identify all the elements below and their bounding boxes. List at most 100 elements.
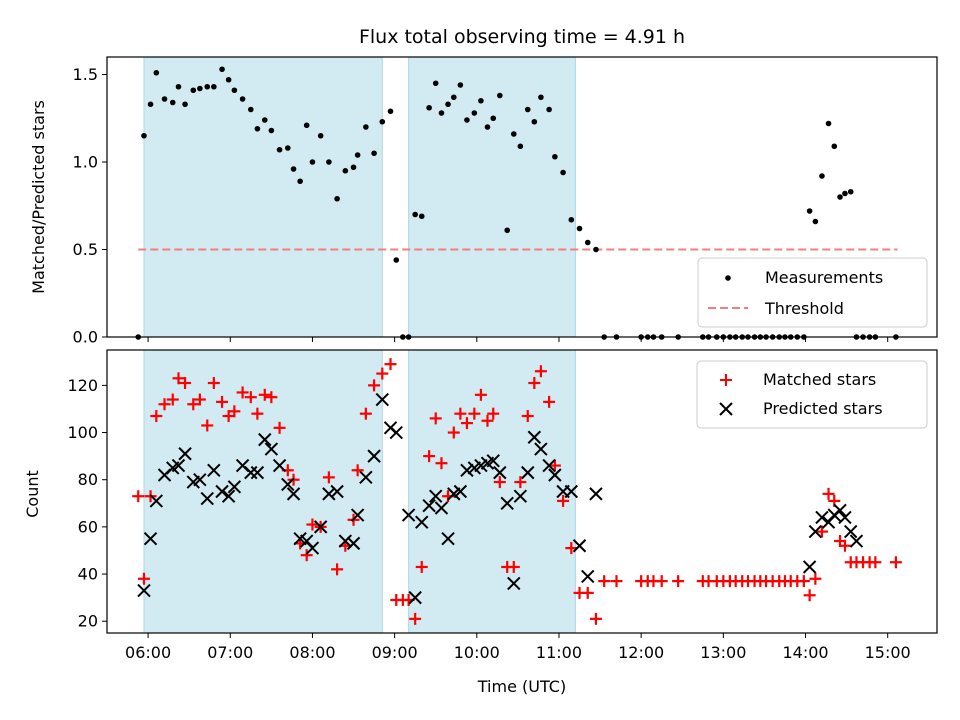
measurement-point	[190, 87, 197, 94]
matched-star-point	[460, 417, 473, 430]
matched-star-point	[514, 476, 527, 489]
measurement-point	[560, 169, 566, 176]
x-tick-label: 10:00	[454, 643, 500, 662]
measurement-point	[317, 132, 324, 139]
predicted-star-point	[521, 465, 535, 480]
matched-star-point	[179, 377, 192, 390]
predicted-star-point	[815, 510, 829, 525]
measurement-point	[290, 166, 297, 172]
matched-star-point	[803, 589, 816, 602]
measurement-point	[457, 82, 464, 88]
measurement-point	[334, 195, 340, 202]
y-tick-label: 100	[67, 423, 98, 442]
measurement-point	[418, 213, 425, 220]
matched-star-point	[273, 421, 286, 434]
predicted-star-point	[844, 524, 858, 539]
measurement-point	[568, 216, 575, 223]
matched-star-point	[132, 490, 145, 503]
measurement-point	[326, 159, 332, 165]
measurement-point	[450, 94, 457, 101]
predicted-star-point	[149, 494, 164, 508]
x-tick-label: 12:00	[618, 643, 664, 662]
matched-star-point	[487, 407, 500, 420]
matched-star-point	[423, 450, 436, 463]
y-tick-label: 60	[78, 517, 98, 536]
count-series	[132, 358, 902, 625]
matched-star-point	[409, 612, 422, 625]
measurement-point	[432, 80, 439, 87]
matched-star-point	[187, 398, 200, 411]
predicted-star-point	[350, 508, 365, 522]
matched-star-point	[815, 525, 828, 538]
measurement-point	[504, 227, 511, 234]
predicted-star-point	[250, 465, 265, 480]
y-tick-label: 80	[78, 470, 98, 489]
predicted-star-point	[802, 560, 817, 574]
measurement-point	[825, 120, 832, 127]
matched-star-point	[557, 494, 570, 507]
predicted-star-point	[441, 531, 455, 546]
predicted-star-point	[513, 489, 528, 503]
measurement-point	[478, 97, 484, 104]
measurement-point	[531, 118, 538, 125]
measurement-point	[261, 117, 268, 123]
predicted-star-point	[322, 487, 336, 501]
legend-threshold-label: Threshold	[764, 299, 844, 318]
measurement-point	[254, 125, 261, 132]
matched-star-point	[468, 407, 481, 420]
predicted-star-point	[330, 484, 344, 499]
observing-spans-bottom	[143, 349, 576, 634]
count-panel: 20 40 60 80 100 120 06:00 07:00 08:00 09:00 10:00…	[23, 349, 938, 696]
matched-star-point	[435, 457, 448, 470]
predicted-star-point	[507, 576, 521, 591]
top-legend: Measurements Threshold	[697, 257, 928, 328]
matched-star-point	[331, 563, 344, 576]
predicted-star-point	[589, 487, 603, 501]
measurement-point	[268, 127, 275, 134]
measurement-point	[842, 190, 848, 197]
matched-star-point	[244, 391, 257, 404]
predicted-star-point	[286, 487, 301, 501]
matched-star-point	[481, 414, 494, 427]
measurement-point	[490, 115, 497, 122]
predicted-star-point	[389, 425, 403, 440]
measurement-point	[363, 124, 369, 130]
predicted-star-point	[215, 484, 229, 499]
matched-star-point	[474, 388, 487, 401]
predicted-star-point	[221, 489, 236, 503]
matched-star-point	[507, 560, 520, 573]
measurement-point	[426, 104, 432, 111]
observing-span	[143, 56, 383, 338]
predicted-star-point	[422, 498, 436, 513]
measurement-point	[197, 85, 203, 92]
predicted-star-point	[375, 392, 390, 407]
matched-star-point	[822, 487, 835, 500]
matched-star-point	[447, 426, 460, 439]
legend-predicted-label: Predicted stars	[763, 399, 883, 418]
measurement-point	[309, 159, 316, 165]
bottom-y-axis-label: Count	[23, 470, 42, 518]
matched-star-point	[306, 518, 319, 531]
predicted-star-point	[359, 470, 373, 485]
predicted-star-point	[227, 480, 242, 494]
observing-span	[408, 349, 576, 634]
predicted-star-point	[572, 539, 587, 553]
matched-star-point	[258, 388, 271, 401]
measurement-point	[819, 173, 825, 179]
predicted-star-point	[338, 534, 353, 548]
predicted-star-point	[542, 458, 556, 473]
measurement-point	[204, 83, 211, 90]
measurement-point	[510, 131, 517, 137]
measurement-point	[284, 145, 291, 151]
matched-star-point	[454, 407, 467, 420]
measurement-point	[497, 92, 503, 99]
legend-measurements-label: Measurements	[765, 268, 883, 287]
predicted-star-point	[207, 463, 221, 477]
legend-predicted-marker	[719, 402, 733, 416]
matched-star-point	[359, 407, 372, 420]
matched-star-point	[384, 358, 397, 371]
matched-star-point	[589, 612, 602, 625]
legend-matched-label: Matched stars	[763, 370, 876, 389]
measurement-point	[297, 178, 303, 185]
measurement-point	[837, 194, 843, 200]
